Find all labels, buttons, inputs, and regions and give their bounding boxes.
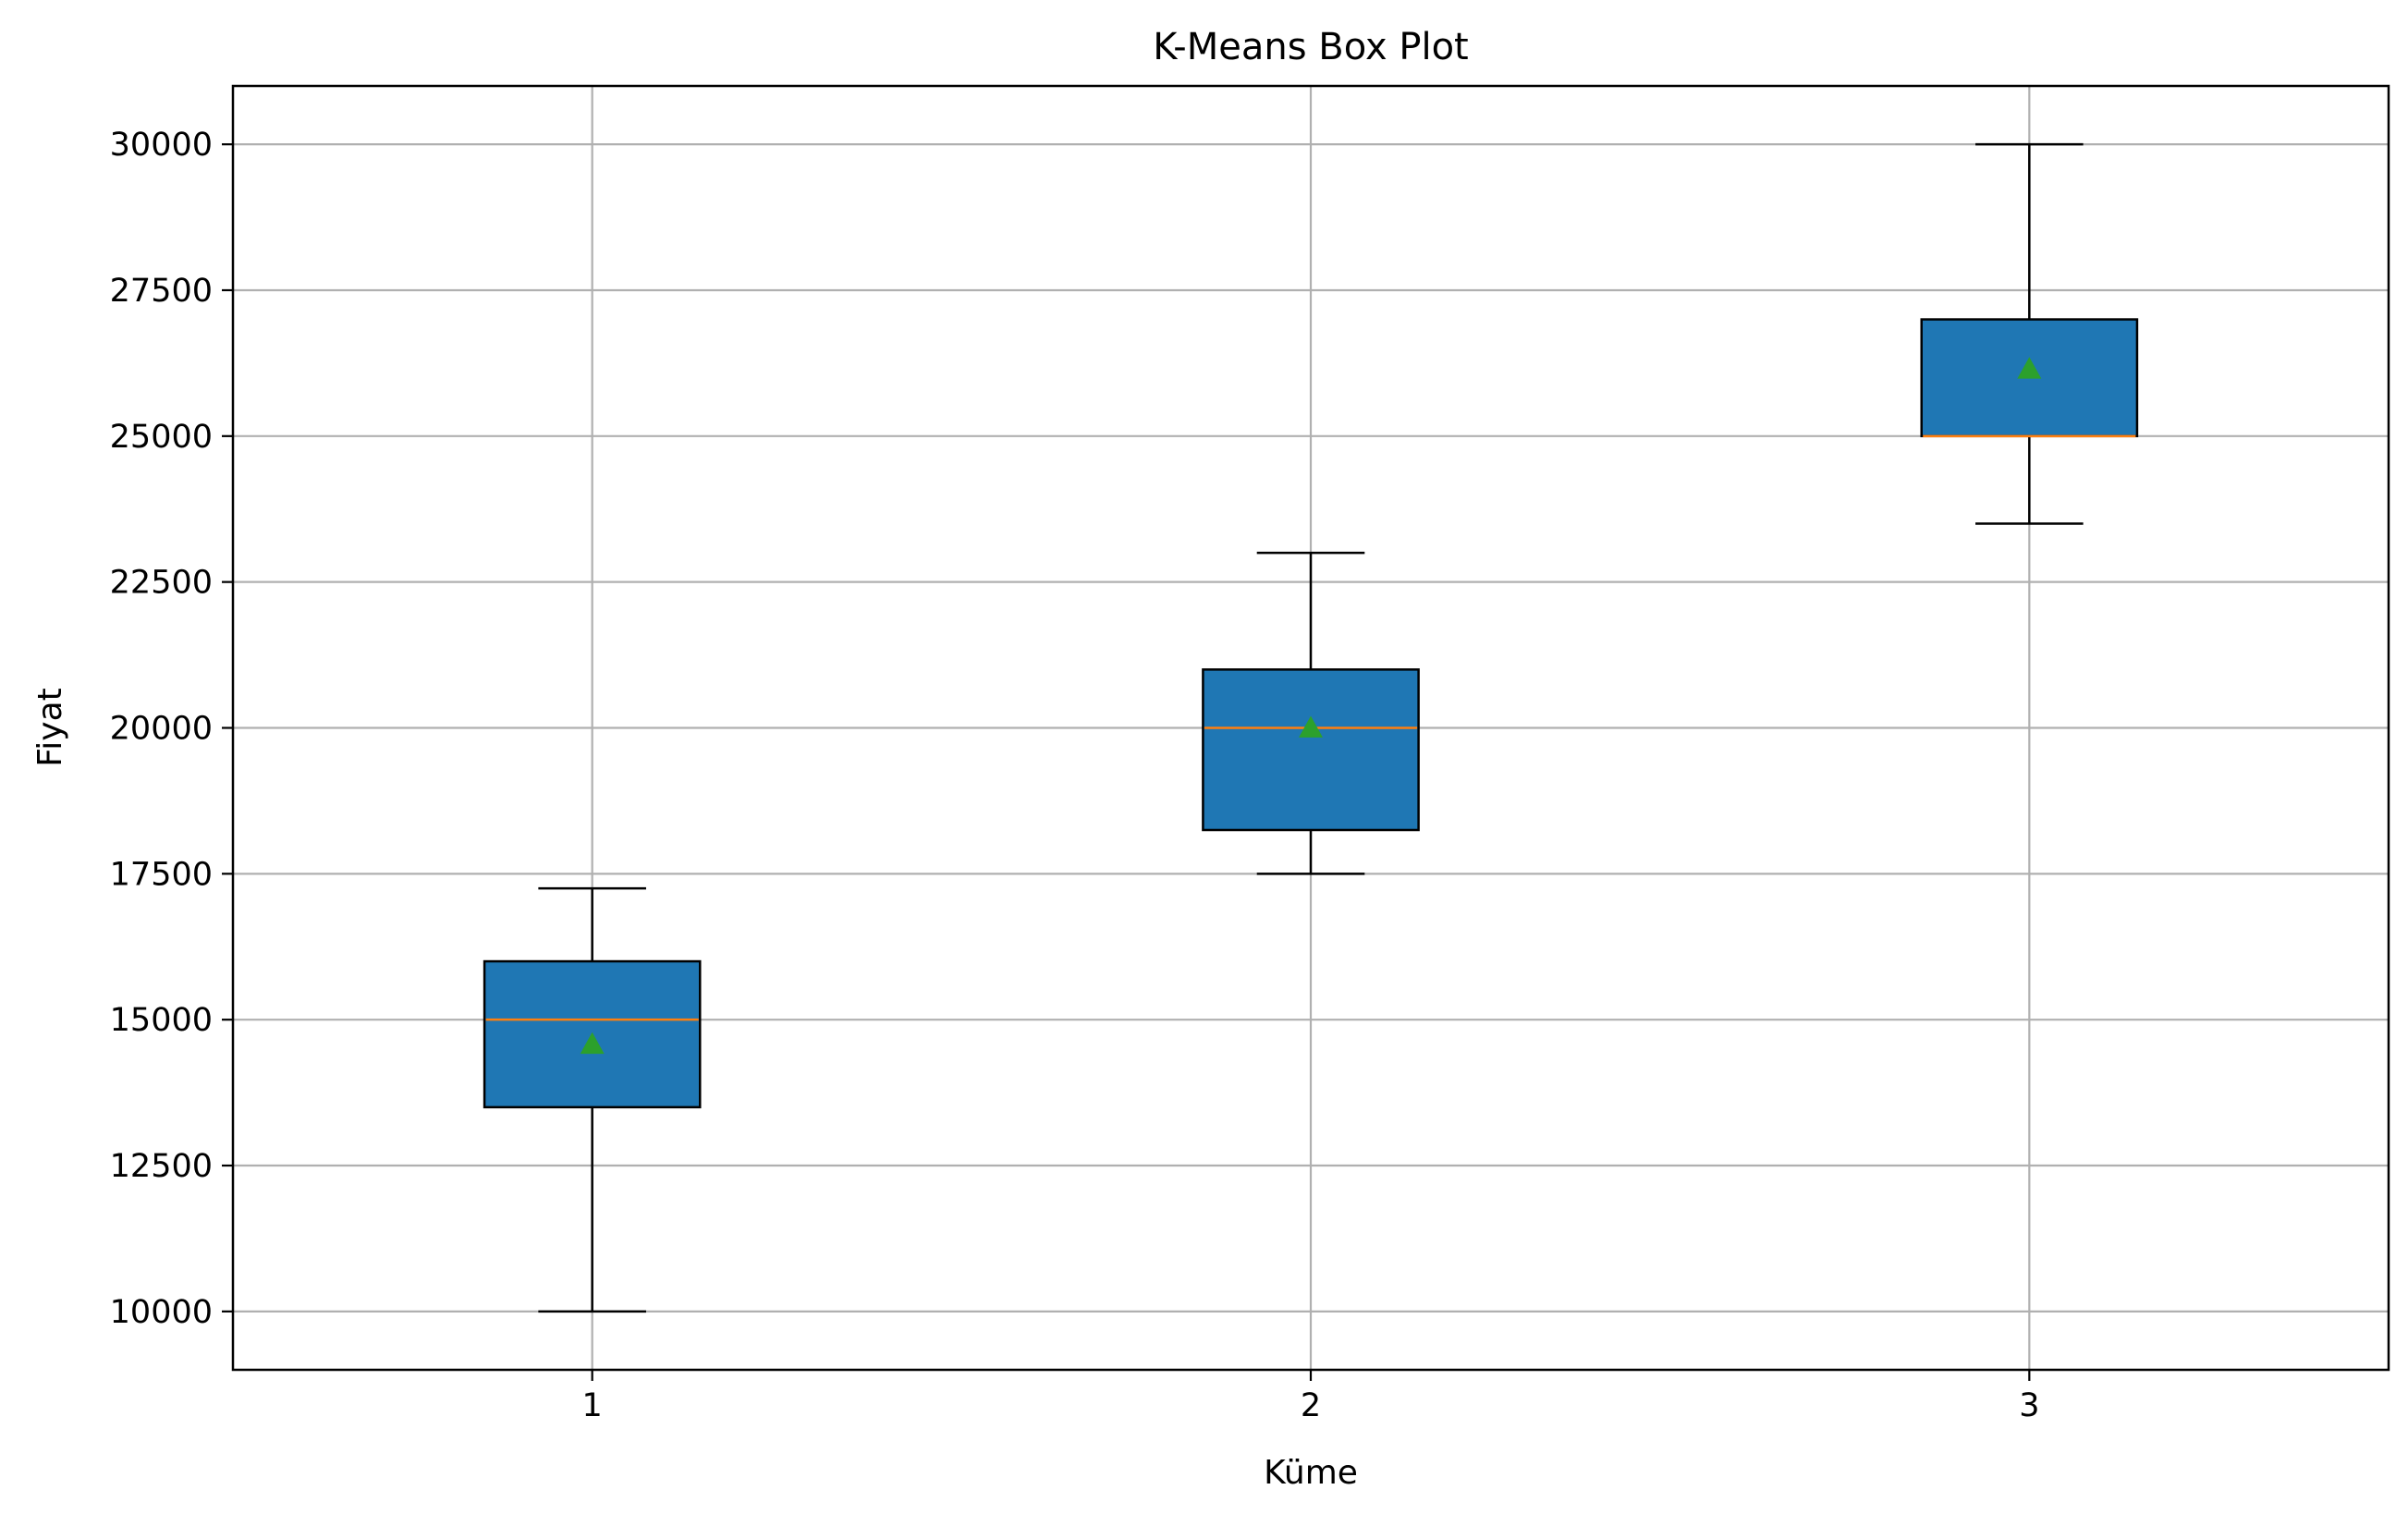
x-axis-label: Küme xyxy=(1264,1454,1358,1492)
chart-title: K-Means Box Plot xyxy=(1153,26,1468,68)
y-tick-label: 30000 xyxy=(110,127,213,164)
y-tick-label: 27500 xyxy=(110,273,213,310)
box-1 xyxy=(483,886,702,1313)
mean-marker xyxy=(580,1032,605,1055)
box-3 xyxy=(1920,142,2139,525)
plot-frame xyxy=(231,84,2390,1372)
box-body xyxy=(1202,668,1420,832)
y-tick-label: 25000 xyxy=(110,419,213,456)
y-tick-label: 15000 xyxy=(110,1002,213,1039)
y-tick-label: 20000 xyxy=(110,711,213,748)
x-tick-label: 2 xyxy=(1301,1387,1321,1424)
box-2 xyxy=(1202,551,1420,875)
x-tick-label: 1 xyxy=(582,1387,603,1424)
box-series xyxy=(483,142,2139,1313)
mean-marker xyxy=(2017,357,2042,379)
y-axis-label: Fiyat xyxy=(31,688,69,767)
axis-ticks: 10000 12500 15000 17500 20000 22500 25000 27500… xyxy=(110,127,2040,1424)
mean-marker xyxy=(1299,715,1323,738)
y-tick-label: 12500 xyxy=(110,1148,213,1185)
x-tick-label: 3 xyxy=(2019,1387,2039,1424)
y-tick-label: 22500 xyxy=(110,565,213,602)
y-tick-label: 10000 xyxy=(110,1294,213,1331)
y-tick-label: 17500 xyxy=(110,856,213,893)
